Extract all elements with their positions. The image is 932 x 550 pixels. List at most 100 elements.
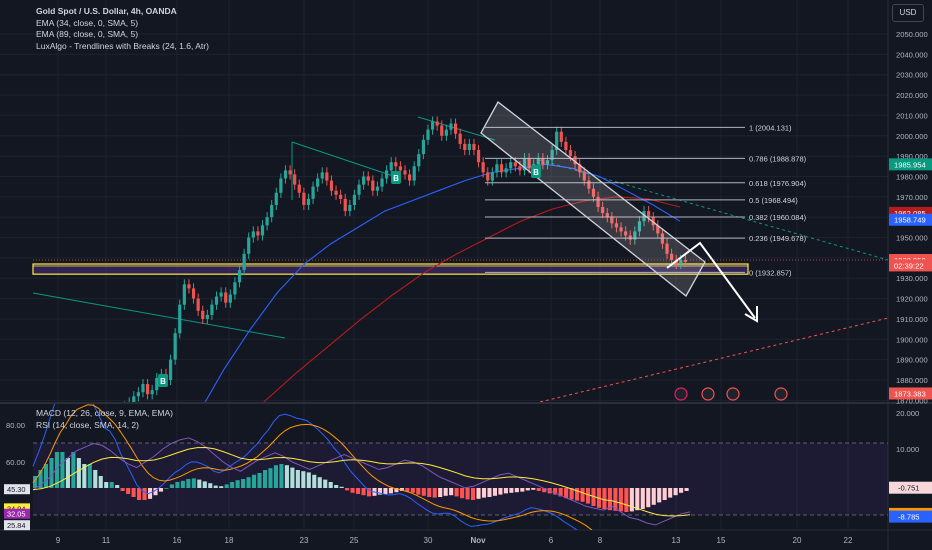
macd-histogram-bar (662, 488, 667, 500)
rsi-badge-text: 25.84 (7, 521, 26, 530)
candle (389, 162, 393, 171)
price-badge-text: 1962.085 (894, 209, 926, 218)
rsi-tick-label: 60.00 (6, 458, 25, 467)
candle (444, 129, 448, 136)
candle (527, 158, 531, 169)
macd-histogram-bar (492, 488, 498, 496)
candle (591, 188, 596, 197)
price-badge (889, 387, 932, 400)
ema89-legend[interactable]: EMA (89, close, 0, SMA, 5) (36, 29, 139, 39)
macd-histogram-bar (49, 458, 54, 488)
candle (279, 178, 283, 193)
macd-histogram-bar (454, 488, 459, 497)
macd-histogram-bar (295, 470, 300, 488)
macd-histogram-bar (186, 479, 191, 488)
candle (421, 139, 425, 155)
time-tick-label: 25 (350, 536, 359, 545)
macd-histogram-bar (361, 488, 366, 496)
candle (316, 178, 320, 187)
candle (453, 123, 458, 134)
candle (219, 292, 223, 297)
macd-histogram-bar (388, 488, 393, 494)
price-badge (889, 158, 932, 171)
candle (293, 174, 297, 185)
rsi-legend[interactable]: RSI (14, close, SMA, 14, 2) (36, 419, 139, 430)
candle (467, 143, 471, 151)
price-tick-label: 1930.000 (896, 274, 928, 283)
macd-histogram-bar (197, 479, 202, 488)
candle (656, 225, 660, 234)
time-axis[interactable]: 9 11 16 18 23 25 30 Nov 6 8 13 15 20 22 (56, 536, 853, 545)
candle (136, 392, 140, 397)
candle (366, 176, 370, 181)
luxalgo-legend[interactable]: LuxAlgo - Trendlines with Breaks (24, 1.… (36, 40, 209, 51)
macd-histogram-bar (531, 488, 536, 490)
candle (463, 143, 467, 151)
macd-histogram-bar (602, 488, 607, 509)
currency-button[interactable]: USD (892, 4, 924, 22)
candle (233, 282, 237, 295)
projection-arrowhead (744, 306, 758, 323)
trendline-green-dashed (539, 159, 888, 261)
indicator-pane[interactable] (32, 384, 888, 550)
time-tick-label: 23 (300, 536, 309, 545)
candle (568, 150, 573, 157)
candle (499, 164, 504, 173)
macd-legend[interactable]: MACD (12, 26, close, 9, EMA, EMA) (36, 408, 173, 418)
rsi-band (33, 443, 888, 515)
pane-separator (0, 402, 932, 404)
candle (352, 194, 357, 205)
macd-histogram-bar (613, 488, 618, 511)
price-tick-label: 1890.000 (896, 356, 928, 365)
candle (486, 172, 490, 181)
macd-histogram-bar (98, 476, 103, 488)
macd-histogram-bar (137, 488, 142, 500)
candle (573, 156, 577, 165)
macd-histogram-bar (569, 488, 574, 500)
candle (242, 253, 246, 271)
candle (325, 172, 329, 181)
macd-histogram-bar (673, 488, 678, 496)
candle (375, 186, 380, 191)
macd-histogram-bar (443, 488, 448, 496)
candle (601, 207, 605, 214)
candle (522, 158, 527, 171)
candle (141, 384, 145, 393)
macd-histogram-bar (76, 458, 81, 488)
macd-histogram-bar (575, 488, 580, 501)
macd-histogram-bar (241, 479, 246, 488)
candle (182, 284, 186, 305)
candle (362, 176, 366, 185)
macd-histogram-bar (580, 488, 585, 502)
candle (320, 172, 324, 179)
macd-badge-text: -0.751 (898, 484, 920, 493)
macd-histogram-bar (684, 488, 689, 491)
macd-histogram-bar (60, 452, 65, 488)
price-tick-label: 2020.000 (896, 91, 928, 100)
symbol-title[interactable]: Gold Spot / U.S. Dollar, 4h, OANDA (36, 6, 177, 16)
price-tick-label: 1870.000 (896, 396, 928, 405)
price-tick-label: 1920.000 (896, 295, 928, 304)
candle (624, 231, 628, 236)
macd-histogram-bar (607, 488, 612, 511)
candle (596, 196, 600, 207)
fib-level-label: 0.382 (1960.084) (749, 213, 807, 222)
price-axis[interactable]: 2050.000 2040.000 2030.000 2020.000 2010.000… (4, 30, 932, 531)
candle (256, 231, 260, 236)
price-tick-label: 1990.000 (896, 152, 928, 161)
time-tick-label: Nov (470, 536, 486, 545)
candle (283, 170, 288, 179)
time-tick-label: 18 (225, 536, 234, 545)
macd-histogram-bar (246, 477, 251, 488)
candle (430, 121, 435, 130)
macd-histogram-bar (640, 488, 645, 509)
macd-histogram-bar (432, 488, 437, 498)
macd-histogram-bar (126, 488, 131, 494)
candle (614, 223, 619, 228)
macd-histogram-bar (290, 467, 295, 488)
price-pane[interactable]: 1 (2004.131) 0.786 (1988.878) 0.618 (1976.… (32, 101, 888, 482)
ema34-legend[interactable]: EMA (34, close, 0, SMA, 5) (36, 17, 139, 28)
macd-histogram-bar (279, 464, 284, 488)
macd-histogram-bar (465, 488, 470, 500)
